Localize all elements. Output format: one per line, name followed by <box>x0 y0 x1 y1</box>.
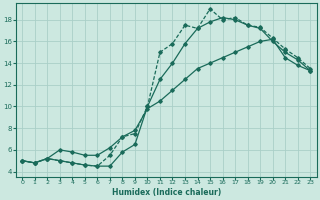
X-axis label: Humidex (Indice chaleur): Humidex (Indice chaleur) <box>112 188 221 197</box>
